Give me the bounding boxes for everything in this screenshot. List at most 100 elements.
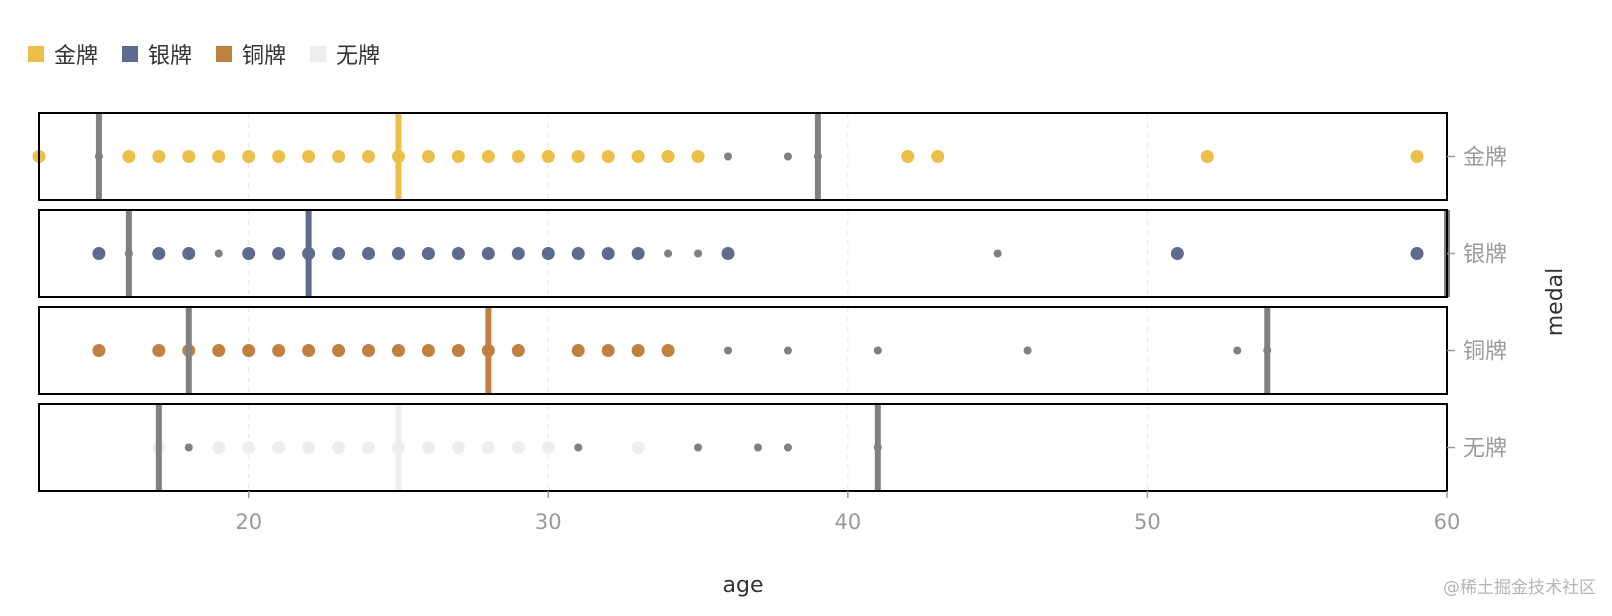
legend-swatch-gold: [28, 46, 44, 62]
outlier-point: [724, 152, 733, 161]
facet-label: 银牌: [1463, 243, 1507, 268]
data-point: [421, 344, 435, 357]
data-point: [152, 344, 166, 357]
data-point: [481, 247, 495, 260]
data-point: [421, 150, 435, 163]
data-point: [481, 441, 495, 454]
data-point: [571, 344, 585, 357]
data-point: [631, 441, 645, 454]
outlier-point: [993, 249, 1002, 258]
outlier-point: [214, 249, 223, 258]
data-point: [631, 150, 645, 163]
outlier-point: [664, 249, 673, 258]
data-point: [272, 441, 286, 454]
outlier-point: [574, 443, 583, 452]
data-point: [511, 344, 525, 357]
legend-item-none[interactable]: 无牌: [310, 38, 380, 70]
legend-label-bronze: 铜牌: [242, 44, 287, 69]
data-point: [421, 247, 435, 260]
data-point: [541, 150, 555, 163]
data-point: [571, 247, 585, 260]
data-point: [601, 344, 615, 357]
data-point: [481, 150, 495, 163]
data-point: [332, 441, 346, 454]
data-point: [272, 150, 286, 163]
data-point: [242, 344, 256, 357]
data-point: [511, 247, 525, 260]
legend-label-silver: 银牌: [148, 44, 193, 69]
data-point: [92, 247, 106, 260]
legend-item-gold[interactable]: 金牌: [28, 38, 98, 70]
data-point: [661, 150, 675, 163]
data-point: [242, 441, 256, 454]
data-point: [691, 150, 705, 163]
data-point: [212, 441, 226, 454]
facet-label: 金牌: [1463, 146, 1507, 171]
data-point: [242, 150, 256, 163]
data-point: [451, 247, 465, 260]
data-point: [571, 150, 585, 163]
data-point: [362, 150, 376, 163]
outlier-point: [724, 346, 733, 355]
data-point: [302, 344, 316, 357]
data-point: [631, 344, 645, 357]
data-point: [302, 441, 316, 454]
data-point: [212, 150, 226, 163]
data-point: [541, 441, 555, 454]
legend-item-bronze[interactable]: 铜牌: [216, 38, 286, 70]
data-point: [601, 247, 615, 260]
data-point: [1170, 247, 1184, 260]
x-axis-title: age: [723, 573, 764, 598]
x-tick-label: 50: [1134, 510, 1161, 534]
data-point: [901, 150, 915, 163]
legend-item-silver[interactable]: 银牌: [122, 38, 192, 70]
data-point: [212, 344, 226, 357]
legend: 金牌 银牌 铜牌 无牌: [28, 38, 380, 70]
data-point: [362, 344, 376, 357]
data-point: [511, 150, 525, 163]
data-point: [152, 247, 166, 260]
x-tick-label: 30: [535, 510, 562, 534]
data-point: [721, 247, 735, 260]
data-point: [272, 247, 286, 260]
outlier-point: [694, 443, 703, 452]
data-point: [332, 150, 346, 163]
data-point: [332, 247, 346, 260]
data-point: [332, 344, 346, 357]
data-point: [1410, 247, 1424, 260]
data-point: [451, 150, 465, 163]
y-axis-title: medal: [1543, 268, 1568, 337]
data-point: [391, 247, 405, 260]
legend-swatch-none: [310, 46, 327, 62]
data-point: [931, 150, 945, 163]
data-point: [1410, 150, 1424, 163]
data-point: [362, 441, 376, 454]
outlier-point: [694, 249, 703, 258]
legend-swatch-bronze: [216, 46, 233, 62]
data-point: [182, 150, 196, 163]
outlier-point: [783, 346, 792, 355]
data-point: [451, 441, 465, 454]
data-point: [122, 150, 136, 163]
outlier-point: [1233, 346, 1242, 355]
legend-swatch-silver: [122, 46, 139, 62]
data-point: [182, 247, 196, 260]
data-point: [272, 344, 286, 357]
data-point: [451, 344, 465, 357]
outlier-point: [873, 346, 882, 355]
facet-label: 铜牌: [1463, 340, 1507, 365]
data-point: [541, 247, 555, 260]
data-point: [242, 247, 256, 260]
data-point: [302, 150, 316, 163]
data-point: [1200, 150, 1214, 163]
x-tick-label: 60: [1434, 510, 1461, 534]
legend-label-none: 无牌: [336, 44, 381, 69]
data-point: [511, 441, 525, 454]
data-point: [92, 344, 106, 357]
data-point: [152, 150, 166, 163]
outlier-point: [184, 443, 193, 452]
outlier-point: [1023, 346, 1032, 355]
data-point: [362, 247, 376, 260]
data-point: [661, 344, 675, 357]
